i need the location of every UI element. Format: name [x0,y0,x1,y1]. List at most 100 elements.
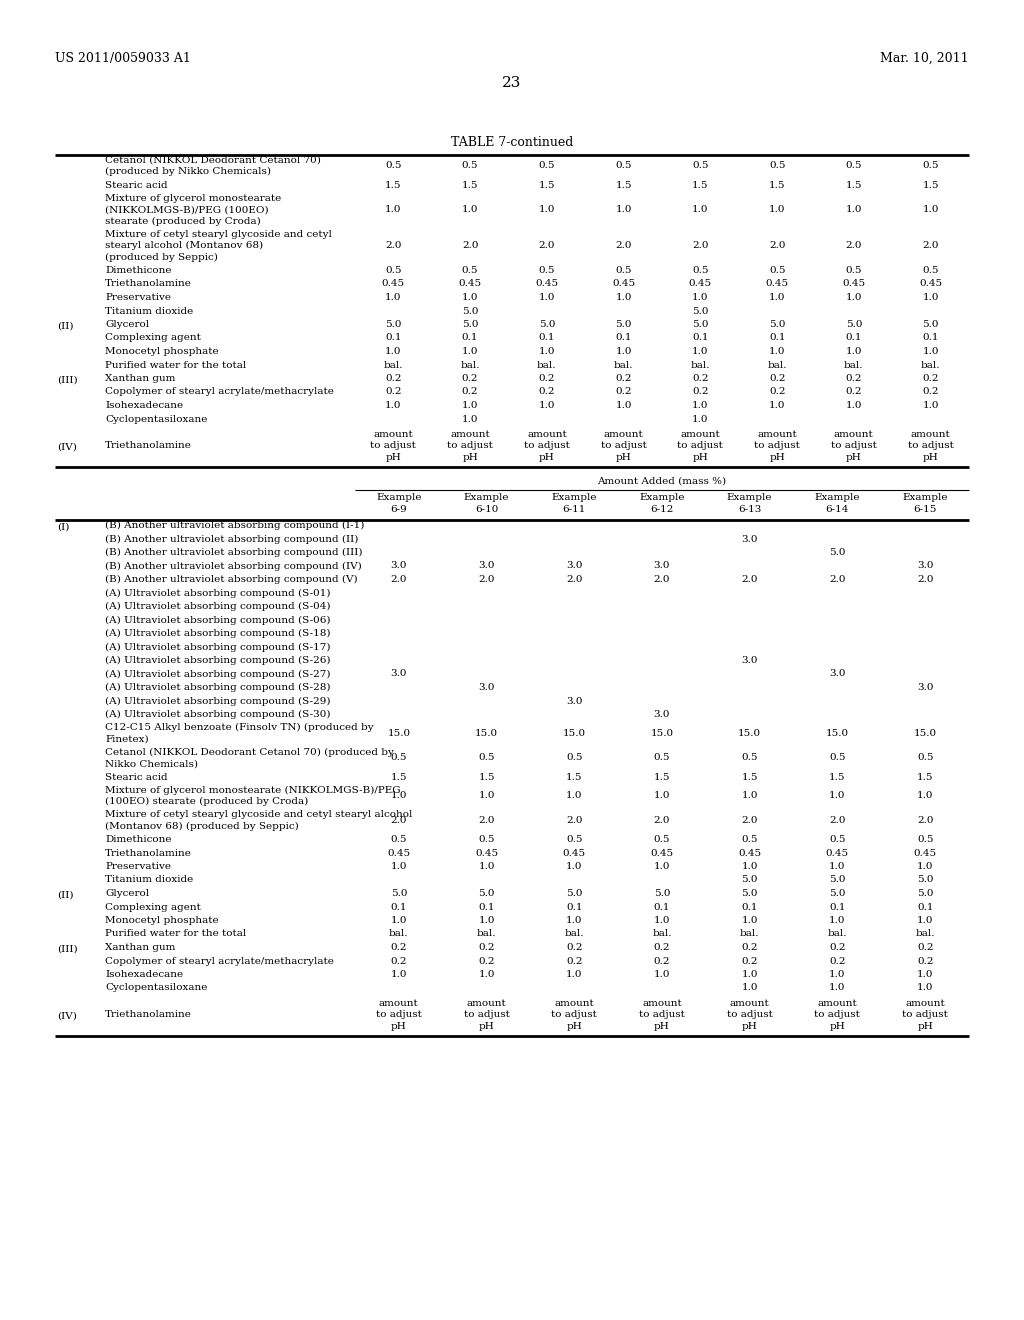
Text: 1.5: 1.5 [462,181,478,190]
Text: 1.0: 1.0 [615,205,632,214]
Text: 0.1: 0.1 [653,903,671,912]
Text: amount: amount [554,999,594,1007]
Text: 1.5: 1.5 [923,181,939,190]
Text: 1.5: 1.5 [916,772,934,781]
Text: Mar. 10, 2011: Mar. 10, 2011 [881,51,969,65]
Text: 0.45: 0.45 [766,280,788,289]
Text: amount: amount [374,430,414,438]
Text: 5.0: 5.0 [923,319,939,329]
Text: to adjust: to adjust [601,441,646,450]
Text: 5.0: 5.0 [916,875,934,884]
Text: 1.5: 1.5 [653,772,671,781]
Text: Cetanol (NIKKOL Deodorant Cetanol 70): Cetanol (NIKKOL Deodorant Cetanol 70) [105,156,321,165]
Text: 1.0: 1.0 [769,205,785,214]
Text: Mixture of glycerol monostearate (NIKKOLMGS-B)/PEG: Mixture of glycerol monostearate (NIKKOL… [105,785,400,795]
Text: 1.0: 1.0 [829,916,846,925]
Text: 1.0: 1.0 [846,293,862,302]
Text: bal.: bal. [827,929,847,939]
Text: stearate (produced by Croda): stearate (produced by Croda) [105,216,261,226]
Text: 0.45: 0.45 [689,280,712,289]
Text: Example: Example [902,492,948,502]
Text: amount: amount [758,430,797,438]
Text: (IV): (IV) [57,1011,77,1020]
Text: 1.0: 1.0 [539,401,555,411]
Text: 0.1: 0.1 [846,334,862,342]
Text: bal.: bal. [477,929,497,939]
Text: 1.5: 1.5 [390,772,408,781]
Text: 6-15: 6-15 [913,504,937,513]
Text: 1.0: 1.0 [916,862,934,871]
Text: 5.0: 5.0 [462,306,478,315]
Text: bal.: bal. [915,929,935,939]
Text: (A) Ultraviolet absorbing compound (S-29): (A) Ultraviolet absorbing compound (S-29… [105,697,331,706]
Text: 0.5: 0.5 [653,754,671,763]
Text: (A) Ultraviolet absorbing compound (S-06): (A) Ultraviolet absorbing compound (S-06… [105,615,331,624]
Text: bal.: bal. [844,360,863,370]
Text: to adjust: to adjust [727,1010,773,1019]
Text: 1.0: 1.0 [692,414,709,424]
Text: 0.2: 0.2 [846,388,862,396]
Text: 15.0: 15.0 [563,729,586,738]
Text: 3.0: 3.0 [741,656,758,665]
Text: amount: amount [451,430,490,438]
Text: 1.0: 1.0 [539,347,555,356]
Text: pH: pH [391,1022,407,1031]
Text: 1.0: 1.0 [566,792,583,800]
Text: pH: pH [923,453,939,462]
Text: 5.0: 5.0 [615,319,632,329]
Text: 15.0: 15.0 [738,729,761,738]
Text: 5.0: 5.0 [692,319,709,329]
Text: 0.45: 0.45 [612,280,635,289]
Text: 1.0: 1.0 [741,970,758,979]
Text: pH: pH [566,1022,583,1031]
Text: 2.0: 2.0 [916,816,934,825]
Text: Monocetyl phosphate: Monocetyl phosphate [105,916,219,925]
Text: 0.2: 0.2 [462,388,478,396]
Text: pH: pH [692,453,709,462]
Text: 1.0: 1.0 [385,293,401,302]
Text: (II): (II) [57,321,74,330]
Text: 5.0: 5.0 [916,888,934,898]
Text: (III): (III) [57,375,78,384]
Text: 1.0: 1.0 [462,205,478,214]
Text: 0.1: 0.1 [829,903,846,912]
Text: 3.0: 3.0 [829,669,846,678]
Text: pH: pH [615,453,632,462]
Text: 0.45: 0.45 [843,280,865,289]
Text: to adjust: to adjust [907,441,953,450]
Text: 0.2: 0.2 [829,957,846,965]
Text: 0.2: 0.2 [923,388,939,396]
Text: 0.45: 0.45 [536,280,558,289]
Text: 2.0: 2.0 [478,576,495,583]
Text: bal.: bal. [564,929,584,939]
Text: (IV): (IV) [57,442,77,451]
Text: amount: amount [642,999,682,1007]
Text: 1.0: 1.0 [923,401,939,411]
Text: (A) Ultraviolet absorbing compound (S-18): (A) Ultraviolet absorbing compound (S-18… [105,630,331,638]
Text: 1.0: 1.0 [385,401,401,411]
Text: 1.0: 1.0 [390,916,408,925]
Text: 0.2: 0.2 [462,374,478,383]
Text: (B) Another ultraviolet absorbing compound (II): (B) Another ultraviolet absorbing compou… [105,535,358,544]
Text: 0.2: 0.2 [846,374,862,383]
Text: to adjust: to adjust [814,1010,860,1019]
Text: 1.0: 1.0 [390,862,408,871]
Text: 0.5: 0.5 [741,754,758,763]
Text: Example: Example [727,492,772,502]
Text: 1.0: 1.0 [923,347,939,356]
Text: 2.0: 2.0 [916,576,934,583]
Text: pH: pH [654,1022,670,1031]
Text: 0.1: 0.1 [539,334,555,342]
Text: 1.0: 1.0 [769,401,785,411]
Text: 5.0: 5.0 [390,888,408,898]
Text: Copolymer of stearyl acrylate/methacrylate: Copolymer of stearyl acrylate/methacryla… [105,388,334,396]
Text: bal.: bal. [921,360,940,370]
Text: to adjust: to adjust [524,441,569,450]
Text: amount: amount [905,999,945,1007]
Text: 0.45: 0.45 [738,849,761,858]
Text: 0.2: 0.2 [653,957,671,965]
Text: amount: amount [379,999,419,1007]
Text: (B) Another ultraviolet absorbing compound (V): (B) Another ultraviolet absorbing compou… [105,576,357,585]
Text: 1.0: 1.0 [653,970,671,979]
Text: 0.5: 0.5 [478,754,495,763]
